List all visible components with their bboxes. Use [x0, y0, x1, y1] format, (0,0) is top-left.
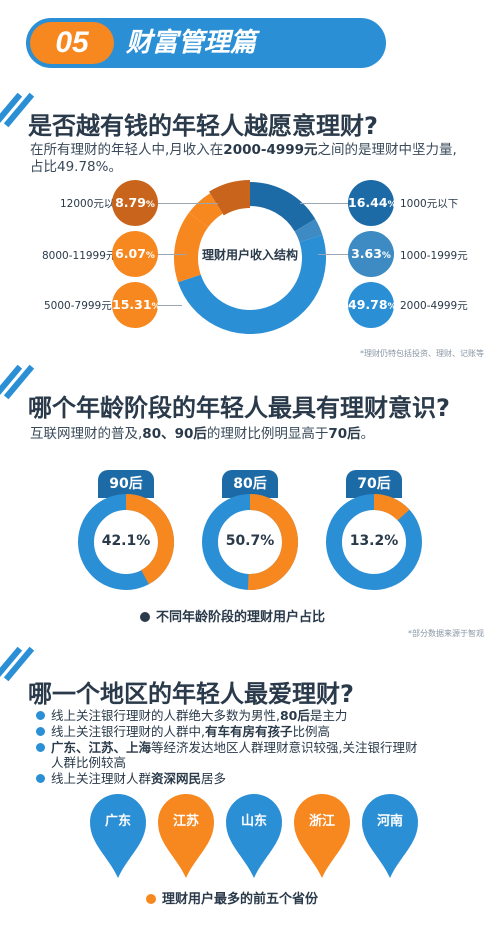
donut-80s: [202, 494, 298, 590]
range-label-5000-7999: 5000-7999元: [44, 300, 112, 312]
bullet-item-continued: 人群比例较高: [51, 755, 127, 770]
province-pin: 山东: [222, 790, 286, 880]
bullet-dot: [36, 727, 45, 736]
age-tag-80s: 80后: [222, 470, 278, 498]
age-pct-70s: 13.2%: [349, 533, 399, 549]
slice-1000-1999: [294, 219, 323, 243]
donut-share-arc: [373, 494, 410, 521]
donut-90s: [78, 494, 174, 590]
slice-under-1000: [249, 182, 316, 232]
province-name: 山东: [240, 814, 267, 829]
bullet-dot: [36, 774, 45, 783]
bubble-under-1000: 16.44%: [348, 180, 397, 226]
age-pct-80s: 50.7%: [225, 533, 275, 549]
slice-12000-plus: [209, 180, 251, 216]
slice-8000-11999: [188, 193, 224, 228]
donut-share-arc: [247, 494, 298, 590]
leader-line: [158, 203, 218, 204]
range-label-1000-1999: 1000-1999元: [400, 250, 468, 262]
donut-share-arc: [125, 494, 174, 585]
province-name: 江苏: [172, 814, 199, 829]
bubble-12000-plus: 8.79%: [112, 180, 158, 226]
section-banner: 05 财富管理篇: [26, 18, 386, 68]
donut-center-label: 理财用户收入结构: [201, 248, 298, 262]
bullet-item: 线上关注银行理财的人群中,有车有房有孩子比例高: [36, 724, 330, 739]
banner-title: 财富管理篇: [126, 28, 257, 58]
banner-number: 05: [30, 22, 114, 64]
leader-line: [318, 254, 348, 255]
section2-description: 互联网理财的普及,80、90后的理财比例明显高于70后。: [30, 426, 375, 442]
legend-dot: [140, 611, 150, 622]
bullet-dot: [36, 711, 45, 720]
section3-title: 哪一个地区的年轻人最爱理财?: [28, 680, 354, 708]
age-tag-90s: 90后: [98, 470, 154, 498]
province-legend: 理财用户最多的前五个省份: [146, 888, 318, 907]
age-pct-90s: 42.1%: [101, 533, 151, 549]
donut-70s: [326, 494, 422, 590]
bubble-1000-1999: 3.63%: [348, 231, 394, 277]
slice-5000-7999: [174, 212, 209, 283]
bubble-5000-7999: 15.31%: [112, 282, 161, 328]
section1-footnote: *理财仍特包括投资、理财、记账等: [360, 349, 484, 358]
range-label-8000-11999: 8000-11999元: [42, 250, 117, 262]
section2-footnote: *部分数据来源于智观: [408, 629, 484, 638]
range-label-under-1000: 1000元以下: [400, 198, 459, 210]
province-pin: 河南: [358, 790, 422, 880]
section2-title: 哪个年龄阶段的年轻人最具有理财意识?: [28, 394, 450, 422]
income-donut-chart: [174, 180, 326, 334]
leader-line: [158, 254, 186, 255]
legend-dot: [146, 893, 156, 904]
age-tag-70s: 70后: [346, 470, 402, 498]
section1-description: 在所有理财的年轻人中,月收入在2000-4999元之间的是理财中坚力量, 占比4…: [30, 142, 457, 175]
range-label-12000-plus: 12000元以上: [60, 198, 125, 210]
bubble-2000-4999: 49.78%: [348, 282, 397, 328]
leader-line: [158, 305, 182, 306]
bullet-item: 线上关注银行理财的人群绝大多数为男性,80后是主力: [36, 708, 347, 723]
section1-title: 是否越有钱的年轻人越愿意理财?: [28, 112, 378, 140]
slice-2000-4999: [177, 234, 326, 334]
bullet-item: 广东、江苏、上海等经济发达地区人群理财意识较强,关注银行理财: [36, 740, 418, 755]
province-pin: 浙江: [290, 790, 354, 880]
province-name: 广东: [104, 814, 131, 829]
province-name: 河南: [376, 814, 403, 829]
province-pin: 江苏: [154, 790, 218, 880]
bullet-item: 线上关注理财人群资深网民居多: [36, 771, 226, 786]
leader-line: [300, 203, 348, 204]
range-label-2000-4999: 2000-4999元: [400, 300, 468, 312]
province-pin: 广东: [86, 790, 150, 880]
province-name: 浙江: [308, 814, 335, 829]
bullet-dot: [36, 743, 45, 752]
age-chart-legend: 不同年龄阶段的理财用户占比: [140, 606, 325, 625]
bubble-8000-11999: 6.07%: [112, 231, 158, 277]
age-donut-charts: [78, 494, 422, 590]
